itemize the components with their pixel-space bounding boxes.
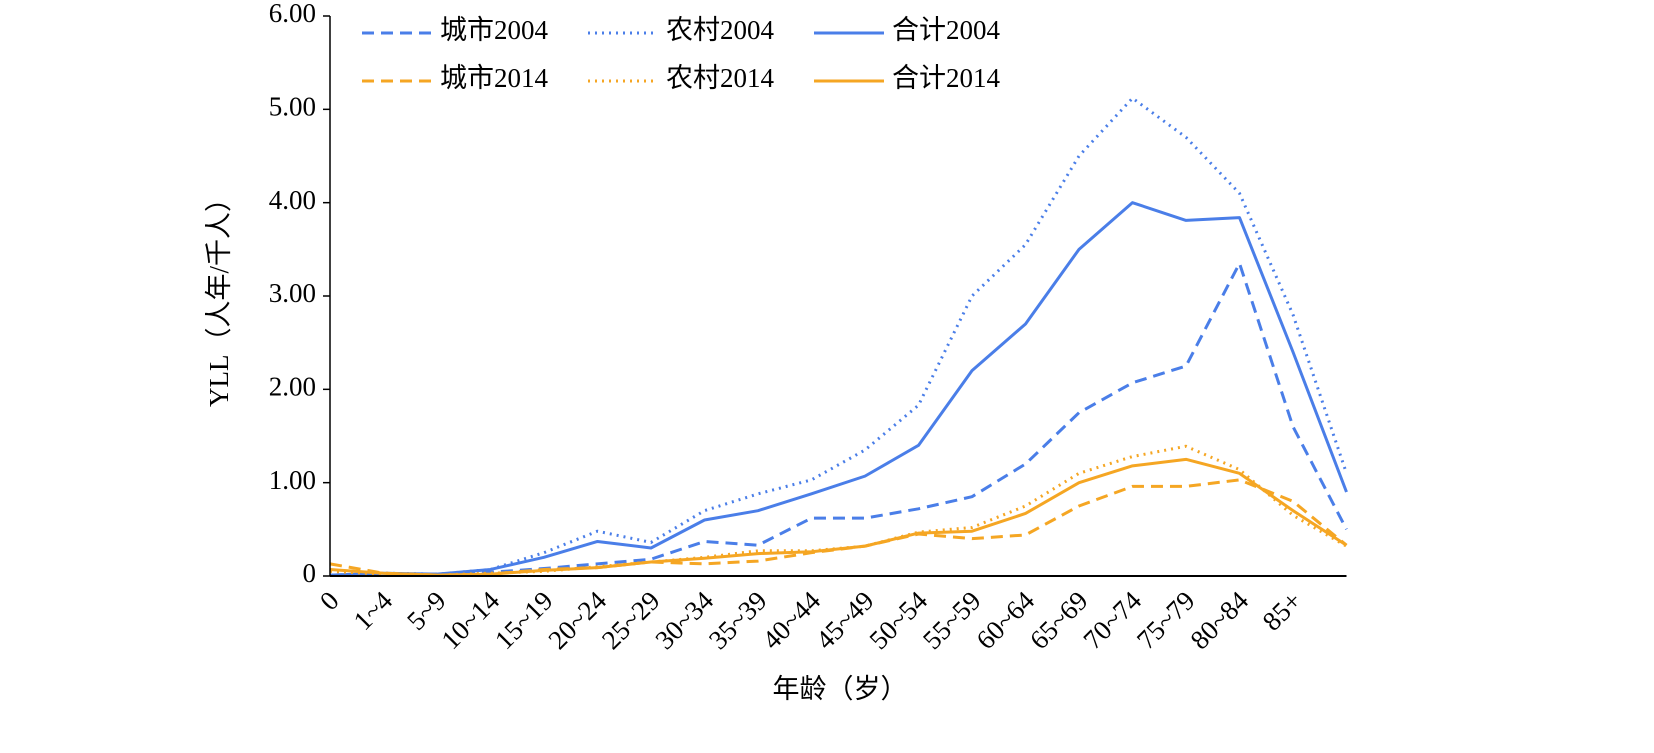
x-tick-label: 45~49 [810, 585, 880, 655]
x-tick-label: 0 [314, 585, 345, 616]
y-tick-label: 2.00 [269, 372, 316, 402]
x-tick-label: 70~74 [1077, 585, 1147, 655]
y-axis-label: YLL（人年/千人） [204, 185, 234, 407]
x-tick-label: 75~79 [1131, 585, 1201, 655]
legend-label: 城市2004 [440, 15, 548, 45]
x-tick-label: 15~19 [489, 585, 559, 655]
y-tick-label: 1.00 [269, 465, 316, 495]
series-line [329, 261, 1348, 577]
legend-label: 合计2004 [892, 15, 1000, 45]
x-tick-label: 80~84 [1184, 585, 1254, 655]
x-tick-label: 85+ [1257, 585, 1308, 636]
series-line [329, 96, 1348, 577]
legend-label: 农村2014 [666, 63, 774, 93]
y-tick-label: 0 [303, 558, 317, 588]
x-tick-label: 25~29 [596, 585, 666, 655]
x-tick-label: 65~69 [1024, 585, 1094, 655]
x-tick-label: 30~34 [649, 585, 719, 655]
legend-label: 城市2014 [440, 63, 548, 93]
x-tick-label: 50~54 [863, 585, 933, 655]
x-tick-label: 1~4 [347, 585, 398, 636]
y-tick-label: 6.00 [269, 0, 316, 28]
x-tick-label: 35~39 [703, 585, 773, 655]
x-tick-label: 10~14 [435, 585, 505, 655]
x-tick-label: 55~59 [917, 585, 987, 655]
legend-label: 农村2004 [666, 15, 774, 45]
x-tick-label: 60~64 [970, 585, 1040, 655]
y-tick-label: 3.00 [269, 278, 316, 308]
x-axis-label: 年龄（岁） [773, 674, 908, 704]
series-line [329, 478, 1348, 577]
x-tick-label: 20~24 [542, 585, 612, 655]
series-line [329, 201, 1348, 577]
y-tick-label: 5.00 [269, 92, 316, 122]
series-line [329, 457, 1348, 577]
y-tick-label: 4.00 [269, 185, 316, 215]
x-tick-label: 40~44 [756, 585, 826, 655]
legend-label: 合计2014 [892, 63, 1000, 93]
